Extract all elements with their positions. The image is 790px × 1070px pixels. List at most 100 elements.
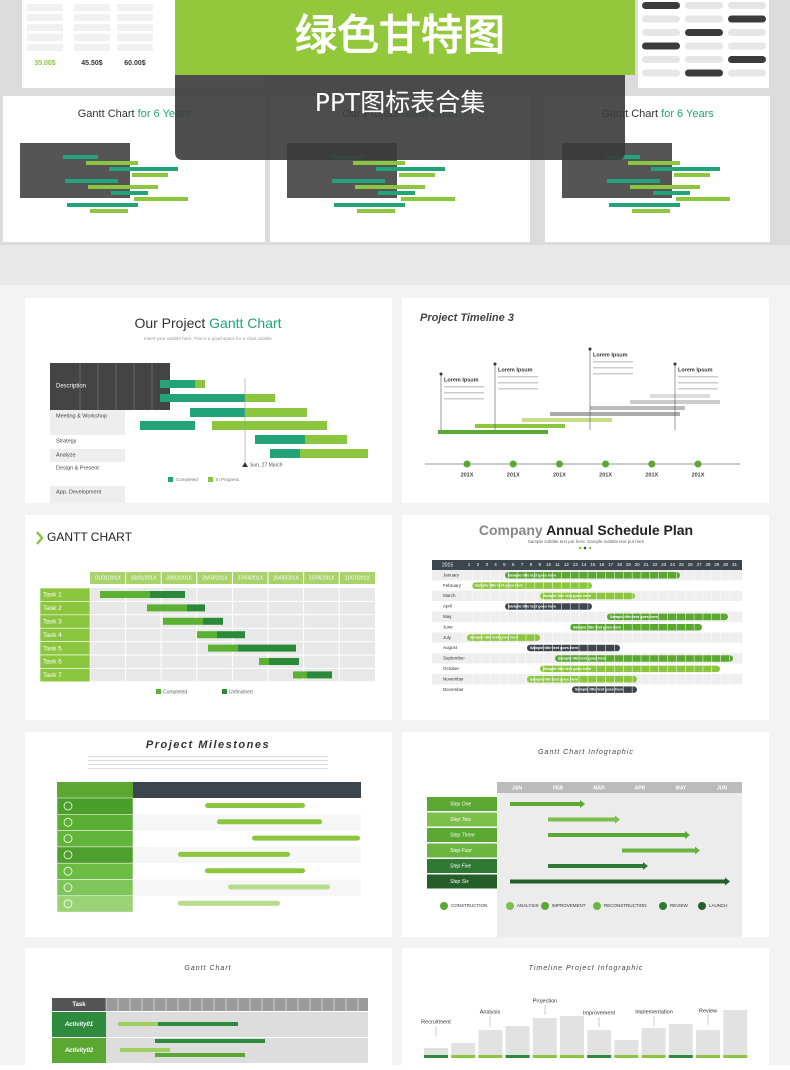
legend-swatch (156, 689, 161, 694)
label: Step Five (450, 863, 471, 869)
dot (578, 546, 582, 550)
gantt-bar (353, 161, 405, 165)
label: Project Timeline 3 (420, 312, 514, 324)
plan-bar (467, 634, 540, 641)
label: 2 (477, 562, 480, 567)
percent-pill (685, 69, 723, 77)
legend-dot (659, 902, 667, 910)
label: January (443, 572, 460, 577)
timeline-bar (650, 394, 710, 398)
title-highlight: Annual Schedule Plan (546, 522, 693, 538)
slide-title: Company Annual Schedule Plan (479, 522, 693, 538)
gantt-bar (90, 209, 128, 213)
price-row (117, 24, 153, 31)
text-line (88, 764, 328, 766)
label: 201X (461, 472, 474, 478)
timeline-base (587, 1055, 612, 1058)
gantt-bar (628, 161, 680, 165)
label: Task (72, 1002, 86, 1008)
gantt-bar (609, 203, 680, 207)
bar-label: Sample title text goes here (470, 636, 518, 640)
milestone-bar (178, 900, 280, 906)
label: APR (635, 785, 646, 791)
milestone-row (133, 830, 361, 847)
step-cell (427, 797, 497, 811)
pin (588, 347, 592, 351)
label: Step Two (450, 817, 471, 823)
label: Activity02 (64, 1048, 94, 1054)
gantt-bar (334, 203, 405, 207)
table-header (52, 998, 368, 1011)
gantt-bar (195, 380, 205, 388)
timeline-base (560, 1055, 584, 1058)
month-row (432, 632, 742, 643)
legend-swatch (168, 477, 173, 482)
bar-label: Sample title text goes here (610, 615, 658, 619)
label: Step Three (450, 832, 475, 838)
timeline-column (560, 1016, 584, 1058)
gantt-bar (111, 191, 148, 195)
gantt-bar (674, 173, 710, 177)
label: JAN (512, 785, 522, 791)
gantt-bar (245, 394, 275, 402)
milestone-cell (56, 879, 134, 897)
year-dot (463, 460, 471, 468)
step-arrow (548, 831, 690, 839)
label: June (443, 624, 453, 629)
legend-dot (698, 902, 706, 910)
label: October (443, 666, 460, 671)
gantt-bar (401, 197, 455, 201)
milestone-cell (56, 862, 134, 880)
label: 2015 (442, 562, 453, 568)
gantt-bar (255, 435, 305, 444)
label: May (443, 614, 452, 619)
percent-pill (728, 2, 766, 9)
bar-label: Sample title text goes here (530, 646, 578, 650)
year-dot (602, 460, 610, 468)
text-line (593, 373, 633, 375)
label: Unfinished (229, 689, 253, 695)
label: 6 (512, 562, 515, 567)
gantt-bar (86, 161, 138, 165)
text-line (88, 760, 328, 762)
gantt-bar (109, 167, 178, 171)
plan-bar (540, 665, 720, 673)
price-row (117, 14, 153, 21)
gantt-bar (65, 179, 118, 183)
gantt-bar (651, 167, 720, 171)
label: 29/03/201X (202, 575, 228, 581)
timeline-base (424, 1055, 448, 1058)
activity-cell (52, 1038, 106, 1063)
step-arrow (510, 800, 585, 808)
step-cell (427, 859, 497, 873)
gantt-bar (305, 435, 347, 444)
timeline-base (696, 1055, 720, 1058)
label: 28 (705, 562, 711, 567)
gantt-bar (134, 197, 188, 201)
price: 60.00$ (124, 60, 146, 67)
step-arrow (510, 877, 730, 886)
price-row (74, 34, 110, 41)
timeline-base (478, 1055, 503, 1058)
title-part: Our Project (134, 315, 205, 331)
label: 201X (692, 472, 705, 478)
price-row (74, 44, 110, 51)
label: Implementation (635, 1009, 673, 1015)
label: 17 (608, 562, 614, 567)
timeline-column (478, 1030, 503, 1058)
label: In Progress (216, 477, 240, 482)
label: Task 7 (43, 672, 62, 679)
plan-bar (540, 592, 635, 600)
header-cell (52, 998, 106, 1011)
milestone-cell (56, 895, 134, 913)
dot (588, 546, 592, 550)
bar-label: Sample title text goes here (573, 625, 621, 629)
milestone-bar (205, 803, 305, 808)
gantt-bar (357, 209, 395, 213)
label: 4 (494, 562, 497, 567)
label: 25/06/201X (309, 575, 335, 581)
pin (493, 362, 497, 366)
timeline-column (451, 1043, 476, 1058)
gantt-bar (208, 644, 238, 652)
